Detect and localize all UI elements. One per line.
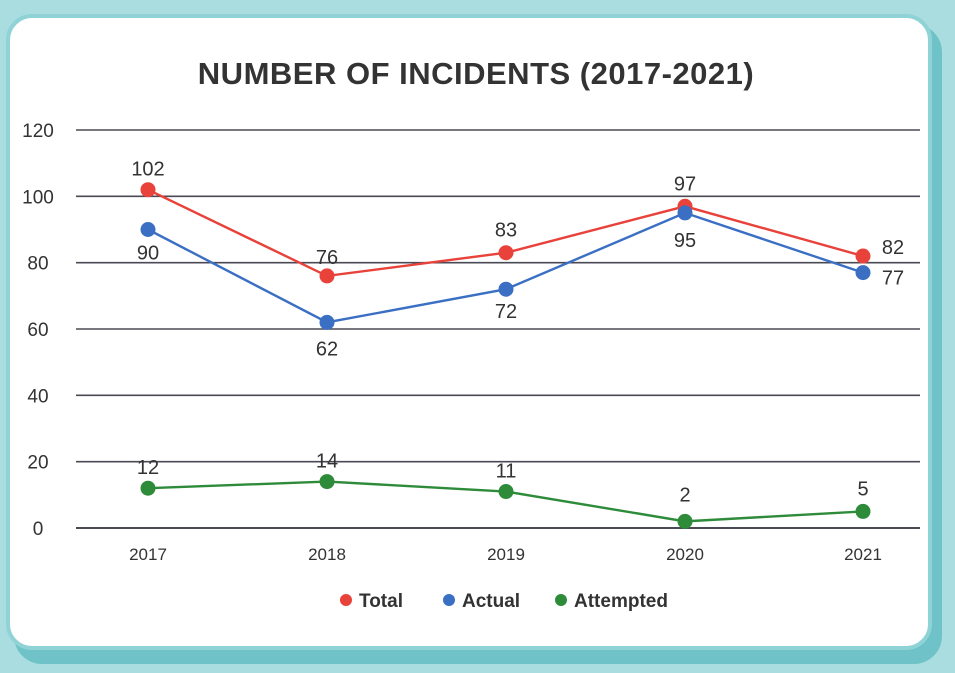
data-point-attempted	[319, 474, 335, 490]
data-label-attempted: 12	[137, 457, 159, 479]
data-label-attempted: 14	[316, 451, 338, 473]
y-tick-label: 60	[27, 320, 48, 341]
chart-title: NUMBER OF INCIDENTS (2017-2021)	[198, 56, 754, 91]
data-point-total	[140, 182, 156, 198]
y-tick-label: 120	[22, 121, 54, 142]
data-label-actual: 77	[882, 268, 904, 290]
x-tick-label: 2018	[308, 545, 346, 564]
legend-marker-actual	[443, 594, 455, 606]
data-point-total	[319, 268, 335, 284]
data-label-attempted: 5	[857, 478, 868, 500]
data-label-actual: 72	[495, 301, 517, 323]
data-point-attempted	[140, 480, 156, 496]
x-tick-label: 2021	[844, 545, 882, 564]
data-point-actual	[855, 265, 871, 281]
legend-marker-attempted	[555, 594, 567, 606]
chart-card	[6, 14, 932, 650]
data-label-total: 83	[495, 220, 517, 242]
data-point-actual	[319, 314, 335, 330]
y-tick-label: 0	[33, 519, 44, 540]
legend-label-total: Total	[359, 591, 403, 612]
data-label-actual: 95	[674, 230, 696, 252]
data-label-attempted: 11	[496, 461, 517, 483]
data-point-attempted	[855, 503, 871, 519]
x-tick-label: 2017	[129, 545, 167, 564]
data-labels: 102 76 83 97 82 90 62 72 95 77 12 14 11 2 5	[131, 159, 904, 507]
data-label-actual: 90	[137, 243, 159, 265]
data-point-actual	[498, 281, 514, 297]
data-point-attempted	[677, 513, 693, 529]
data-label-attempted: 2	[679, 484, 690, 506]
y-tick-label: 20	[27, 453, 48, 474]
y-axis-ticks: 0 20 40 60 80 100 120	[22, 121, 54, 540]
data-label-total: 102	[131, 159, 164, 181]
data-point-actual	[677, 205, 693, 221]
y-tick-label: 100	[22, 187, 54, 208]
data-label-actual: 62	[316, 338, 338, 360]
data-point-attempted	[498, 484, 514, 500]
legend-marker-total	[340, 594, 352, 606]
y-tick-label: 40	[27, 386, 48, 407]
x-tick-label: 2020	[666, 545, 704, 564]
data-point-total	[498, 245, 514, 261]
gridlines	[76, 129, 920, 529]
data-point-actual	[140, 222, 156, 237]
data-point-total	[855, 248, 871, 264]
x-tick-label: 2019	[487, 545, 525, 564]
data-label-total: 82	[882, 237, 904, 259]
y-tick-label: 80	[27, 254, 48, 275]
legend-label-attempted: Attempted	[574, 591, 668, 612]
data-label-total: 76	[316, 247, 338, 269]
legend-label-actual: Actual	[462, 591, 520, 612]
series-points	[140, 182, 871, 529]
x-axis-ticks: 2017 2018 2019 2020 2021	[129, 545, 882, 564]
legend: Total Actual Attempted	[340, 591, 668, 612]
data-label-total: 97	[674, 173, 696, 195]
